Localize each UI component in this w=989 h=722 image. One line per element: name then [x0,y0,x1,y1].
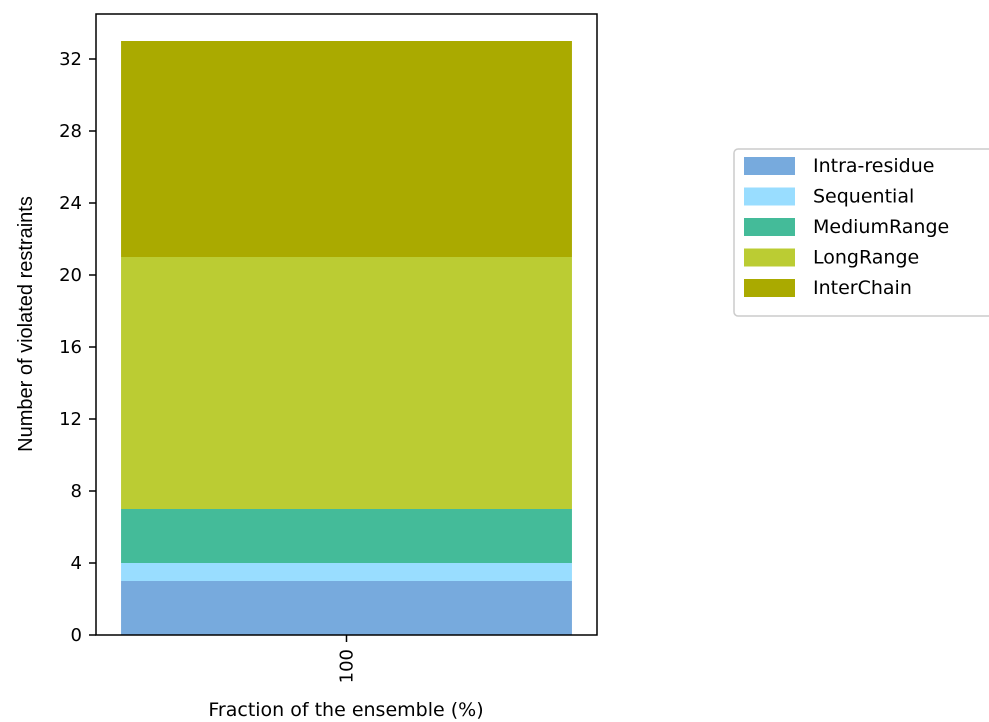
legend-swatch [744,248,795,267]
legend: Intra-residue Sequential MediumRange LongRa… [733,148,989,317]
y-axis: 0 4 8 12 16 20 24 28 32 [59,49,96,646]
bar-segment-sequential [121,563,572,581]
bar-segment-intra-residue [121,581,572,635]
legend-frame [733,148,989,317]
legend-swatch [744,218,795,236]
legend-label: MediumRange [813,216,949,238]
legend-label: Intra-residue [813,155,934,177]
y-tick-label: 24 [59,193,82,214]
legend-swatch [744,279,795,297]
x-tick-label: 100 [337,649,358,683]
legend-label: InterChain [813,277,912,299]
y-tick-label: 4 [71,553,82,574]
x-axis: 100 [337,635,358,683]
y-tick-label: 12 [59,409,82,430]
legend-label: LongRange [813,247,919,269]
bar-segment-longrange [121,257,572,509]
x-axis-label: Fraction of the ensemble (%) [208,699,483,721]
y-tick-label: 0 [71,625,82,646]
legend-label: Sequential [813,186,914,208]
y-tick-label: 20 [59,265,82,286]
legend-swatch [744,187,795,206]
bar-segment-interchain [121,41,572,257]
y-tick-label: 16 [59,337,82,358]
y-tick-label: 8 [71,481,82,502]
bar-segment-mediumrange [121,509,572,563]
y-tick-label: 32 [59,49,82,70]
y-tick-label: 28 [59,121,82,142]
y-axis-label: Number of violated restraints [15,196,37,452]
bar-stack [121,41,572,635]
legend-swatch [744,157,795,175]
